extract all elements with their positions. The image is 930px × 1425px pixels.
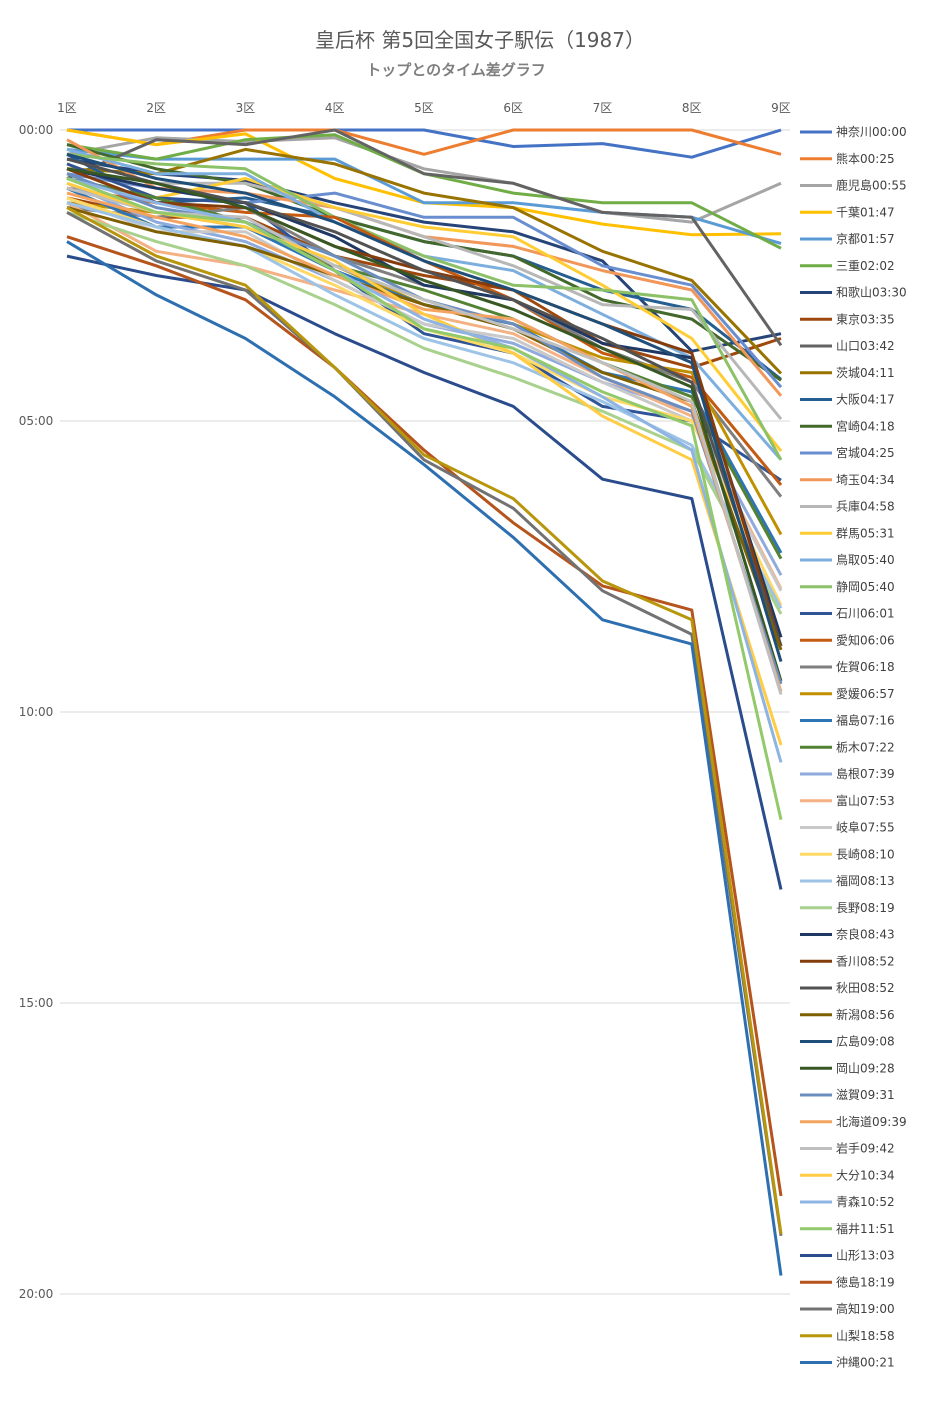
legend-label: 広島09:08 [836, 1034, 895, 1049]
legend-label: 兵庫04:58 [836, 500, 895, 514]
legend-label: 山口03:42 [836, 339, 895, 353]
x-tick-label: 7区 [593, 101, 613, 115]
legend-label: 長野08:19 [836, 901, 895, 915]
legend-label: 福井11:51 [836, 1221, 895, 1236]
series-line [66, 167, 783, 638]
legend-label: 群馬05:31 [836, 526, 895, 540]
series-line [66, 162, 782, 482]
plot-area [66, 128, 783, 1276]
series-line [66, 254, 783, 890]
legend-label: 北海道09:39 [836, 1114, 907, 1129]
series-line [66, 196, 783, 606]
legend-label: 鹿児島00:55 [836, 178, 907, 193]
series-line [66, 206, 783, 1235]
series-line [66, 177, 783, 560]
series-line [66, 201, 783, 536]
legend-label: 栃木07:22 [836, 740, 895, 754]
legend-label: 石川06:01 [836, 607, 895, 621]
legend-label: 富山07:53 [836, 793, 895, 808]
x-tick-label: 2区 [146, 101, 166, 115]
legend-label: 埼玉04:34 [836, 473, 895, 487]
chart-title: 皇后杯 第5回全国女子駅伝（1987） [315, 28, 645, 52]
legend-label: 新潟08:56 [836, 1007, 895, 1022]
legend-label: 熊本00:25 [836, 151, 895, 166]
x-tick-label: 4区 [325, 101, 345, 115]
series-line [66, 191, 783, 693]
x-tick-label: 9区 [771, 101, 791, 115]
x-tick-label: 6区 [503, 101, 523, 115]
series-line [66, 152, 783, 461]
legend-label: 福岡08:13 [836, 873, 895, 888]
legend-label: 宮崎04:18 [836, 418, 895, 433]
legend-label: 佐賀06:18 [836, 660, 895, 674]
y-tick-label: 15:00 [19, 996, 54, 1010]
legend-label: 青森10:52 [836, 1194, 895, 1209]
x-tick-label: 1区 [57, 101, 77, 115]
legend-label: 和歌山03:30 [836, 285, 907, 300]
legend-label: 岐阜07:55 [836, 821, 895, 835]
legend-label: 山形13:03 [836, 1249, 895, 1263]
series-line [66, 211, 783, 1237]
legend-label: 愛知06:06 [836, 633, 895, 647]
legend-label: 東京03:35 [836, 312, 895, 326]
legend-label: 徳島18:19 [836, 1274, 895, 1289]
legend-label: 鳥取05:40 [836, 552, 895, 567]
legend-label: 宮城04:25 [836, 445, 895, 460]
series-line [67, 128, 782, 159]
legend-label: 島根07:39 [836, 766, 895, 781]
legend-label: 三重02:02 [836, 259, 895, 273]
legend: 神奈川00:00 熊本00:25 鹿児島00:55 千葉01:47 京都01:57 三重0… [800, 125, 907, 1370]
legend-label: 長崎08:10 [836, 847, 895, 861]
series-line [66, 177, 783, 763]
legend-label: 京都01:57 [836, 232, 895, 246]
legend-label: 福島07:16 [836, 713, 895, 728]
y-axis-ticks: 00:00 05:00 10:00 15:00 20:00 [19, 123, 54, 1301]
series-line [66, 172, 783, 685]
series-line [66, 152, 783, 663]
series-line [66, 136, 782, 224]
legend-label: 静岡05:40 [836, 580, 895, 594]
series-line [66, 186, 783, 695]
series-line [66, 235, 783, 1197]
legend-label: 岡山09:28 [836, 1061, 895, 1075]
x-axis-ticks: 1区 2区 3区 4区 5区 6区 7区 8区 9区 [57, 101, 791, 115]
legend-label: 神奈川00:00 [836, 125, 907, 139]
series-line [66, 210, 783, 615]
x-tick-label: 3区 [236, 101, 256, 115]
legend-label: 秋田08:52 [836, 981, 895, 995]
series-line [66, 157, 783, 647]
y-tick-label: 00:00 [19, 123, 54, 137]
legend-label: 香川08:52 [836, 954, 895, 968]
y-tick-label: 20:00 [19, 1287, 54, 1301]
legend-label: 高知19:00 [836, 1301, 895, 1316]
series-line [66, 181, 783, 746]
legend-label: 岩手09:42 [836, 1141, 895, 1156]
legend-label: 沖縄00:21 [836, 1355, 895, 1370]
legend-label: 茨城04:11 [836, 366, 895, 380]
y-tick-label: 10:00 [19, 705, 54, 719]
legend-label: 滋賀09:31 [836, 1088, 895, 1102]
x-tick-label: 8区 [682, 101, 702, 115]
legend-label: 大阪04:17 [836, 393, 895, 407]
series-line [66, 196, 783, 592]
legend-label: 山梨18:58 [836, 1329, 895, 1343]
legend-label: 愛媛06:57 [836, 687, 895, 701]
legend-label: 千葉01:47 [836, 205, 895, 219]
series-line [66, 167, 783, 682]
series-line [66, 240, 783, 1276]
legend-label: 大分10:34 [836, 1168, 895, 1182]
legend-label: 奈良08:43 [836, 927, 895, 942]
series-line [66, 177, 783, 821]
y-tick-label: 05:00 [19, 414, 54, 428]
series-line [66, 128, 783, 347]
chart-subtitle: トップとのタイム差グラフ [366, 61, 546, 79]
x-tick-label: 5区 [414, 101, 434, 115]
